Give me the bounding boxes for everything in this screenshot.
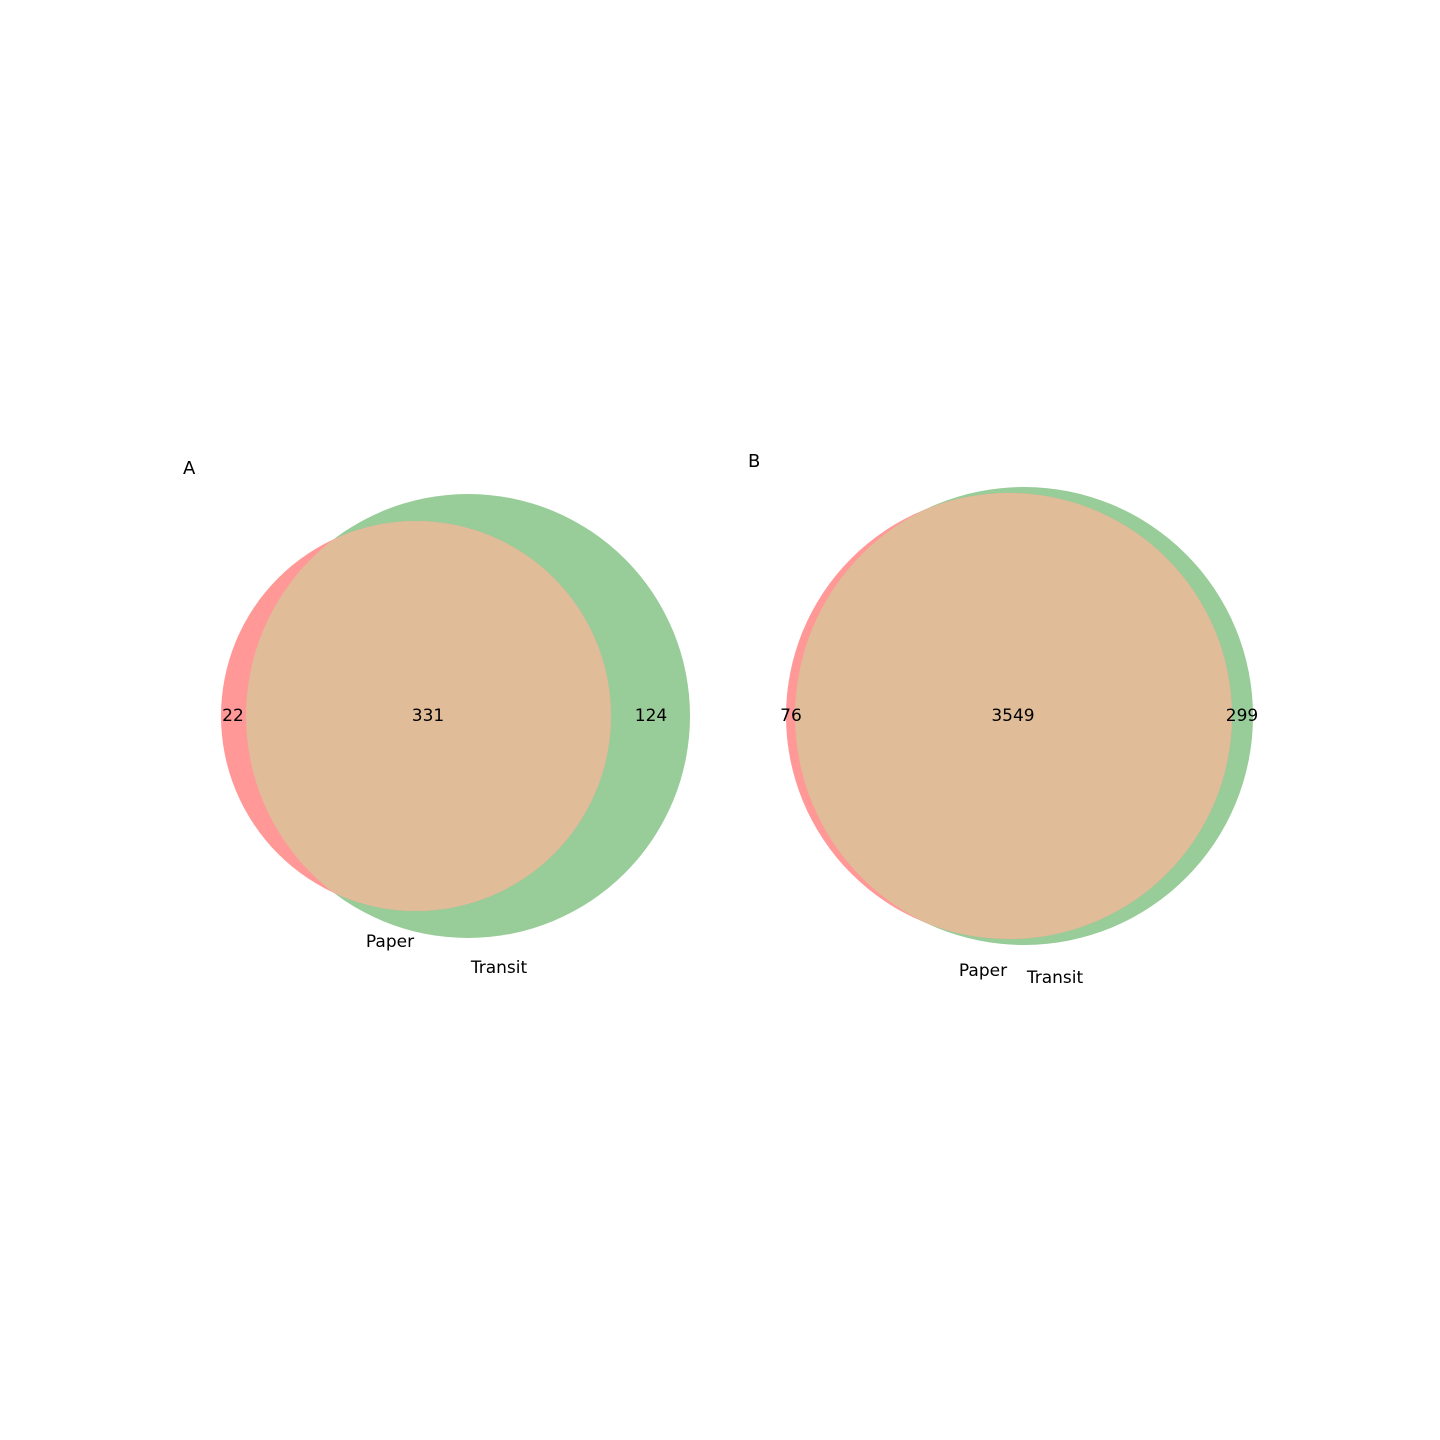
venn-a-intersection [246,521,611,911]
venn-b-intersection-count: 3549 [991,706,1034,726]
venn-a-only-paper-count: 22 [222,706,244,726]
venn-panel-a: A 22 331 124 Paper Transit [183,458,690,978]
venn-panel-b: B 76 3549 299 Paper Transit [748,451,1258,988]
venn-b-panel-label: B [748,451,760,472]
venn-b-intersection [795,493,1232,939]
venn-b-paper-set-label: Paper [959,961,1007,981]
venn-a-only-transit-count: 124 [635,706,667,726]
venn-b-only-transit-count: 299 [1226,706,1258,726]
venn-b-only-paper-count: 76 [780,706,802,726]
venn-a-panel-label: A [183,458,196,479]
venn-a-paper-set-label: Paper [366,932,414,952]
venn-b-transit-set-label: Transit [1026,968,1084,988]
venn-a-intersection-count: 331 [412,706,444,726]
venn-a-transit-set-label: Transit [470,958,528,978]
